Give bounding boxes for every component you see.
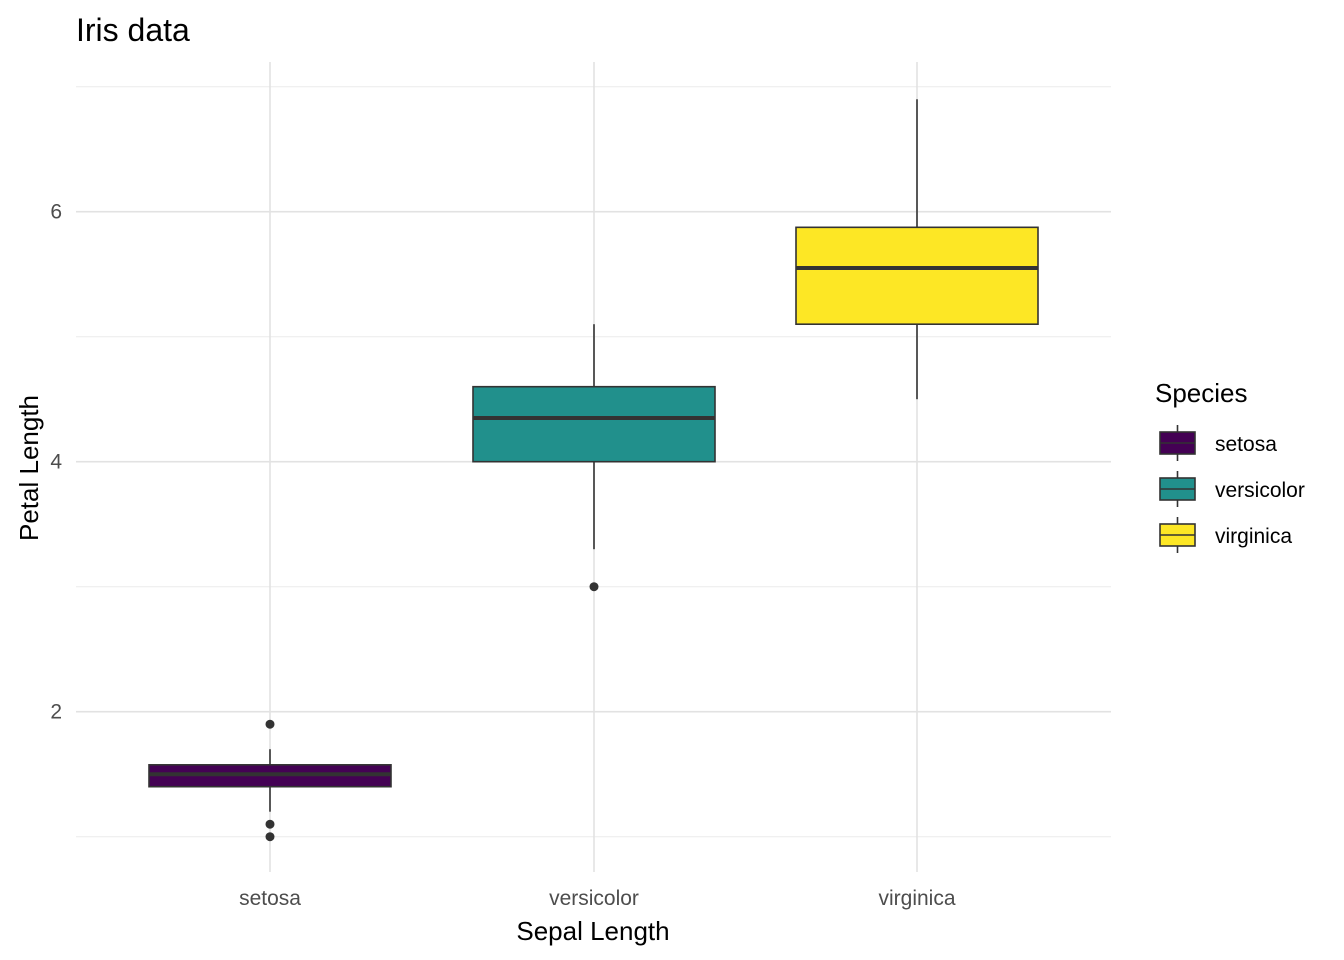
box-virginica bbox=[795, 99, 1039, 400]
x-tick-label: setosa bbox=[239, 887, 301, 910]
y-axis-title: Petal Length bbox=[14, 395, 44, 541]
y-tick-label: 4 bbox=[50, 451, 62, 474]
chart-title: Iris data bbox=[76, 12, 190, 48]
legend-item-setosa: setosa bbox=[1159, 425, 1277, 461]
x-tick-label: virginica bbox=[878, 887, 955, 910]
legend-title: Species bbox=[1155, 378, 1248, 408]
outlier-point bbox=[265, 832, 275, 842]
boxes bbox=[148, 99, 1039, 842]
legend-item-versicolor: versicolor bbox=[1159, 471, 1305, 507]
legend-label: setosa bbox=[1215, 433, 1277, 456]
x-axis-title: Sepal Length bbox=[516, 916, 669, 946]
legend-item-virginica: virginica bbox=[1159, 517, 1292, 553]
legend-label: virginica bbox=[1215, 525, 1292, 548]
y-tick-label: 2 bbox=[50, 701, 62, 724]
box-versicolor bbox=[472, 324, 716, 592]
y-tick-label: 6 bbox=[50, 201, 62, 224]
x-axis-ticks: setosa versicolor virginica bbox=[239, 887, 956, 910]
legend: Species setosa versicolor virginica bbox=[1155, 378, 1305, 553]
outlier-point bbox=[265, 719, 275, 729]
x-tick-label: versicolor bbox=[549, 887, 639, 910]
outlier-point bbox=[265, 819, 275, 829]
box-setosa bbox=[148, 719, 392, 842]
outlier-point bbox=[589, 582, 599, 592]
box-iqr bbox=[472, 385, 716, 463]
legend-label: versicolor bbox=[1215, 479, 1305, 502]
y-axis-ticks: 2 4 6 bbox=[50, 201, 62, 724]
box-iqr bbox=[795, 226, 1039, 325]
